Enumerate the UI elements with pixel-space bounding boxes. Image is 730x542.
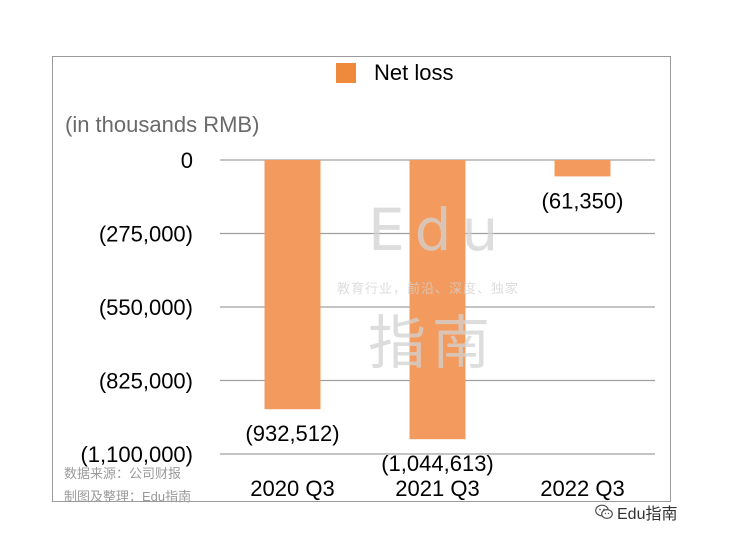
legend-label: Net loss — [374, 60, 454, 85]
y-tick-label: (825,000) — [99, 369, 193, 394]
credit-note: 制图及整理：Edu指南 — [64, 489, 192, 504]
y-tick-label: (550,000) — [99, 295, 193, 320]
data-label: (61,350) — [542, 188, 624, 213]
wechat-icon — [595, 504, 613, 520]
source-note: 数据来源：公司财报 — [64, 466, 182, 481]
x-category-label: 2022 Q3 — [540, 476, 624, 501]
x-category-label: 2021 Q3 — [395, 476, 479, 501]
y-axis-unit-label: (in thousands RMB) — [65, 112, 260, 137]
legend-swatch — [336, 63, 356, 83]
bar — [554, 160, 611, 177]
y-tick-label: (275,000) — [99, 222, 193, 247]
data-label: (1,044,613) — [381, 451, 494, 476]
data-label: (932,512) — [245, 421, 339, 446]
watermark-logo-zhinan: 指南 — [368, 309, 497, 377]
bar — [409, 160, 466, 440]
wechat-account-name: Edu指南 — [617, 506, 678, 523]
watermark-slogan: 教育行业，前沿、深度、独家 — [337, 282, 520, 297]
watermark-logo-edu: Edu — [368, 196, 509, 264]
bar — [264, 160, 321, 410]
chart-frame — [52, 56, 671, 502]
y-tick-label: 0 — [181, 148, 193, 173]
y-tick-label: (1,100,000) — [80, 442, 193, 467]
x-category-label: 2020 Q3 — [250, 476, 334, 501]
legend: Net loss — [336, 60, 453, 86]
wechat-account: Edu指南 — [595, 500, 677, 524]
